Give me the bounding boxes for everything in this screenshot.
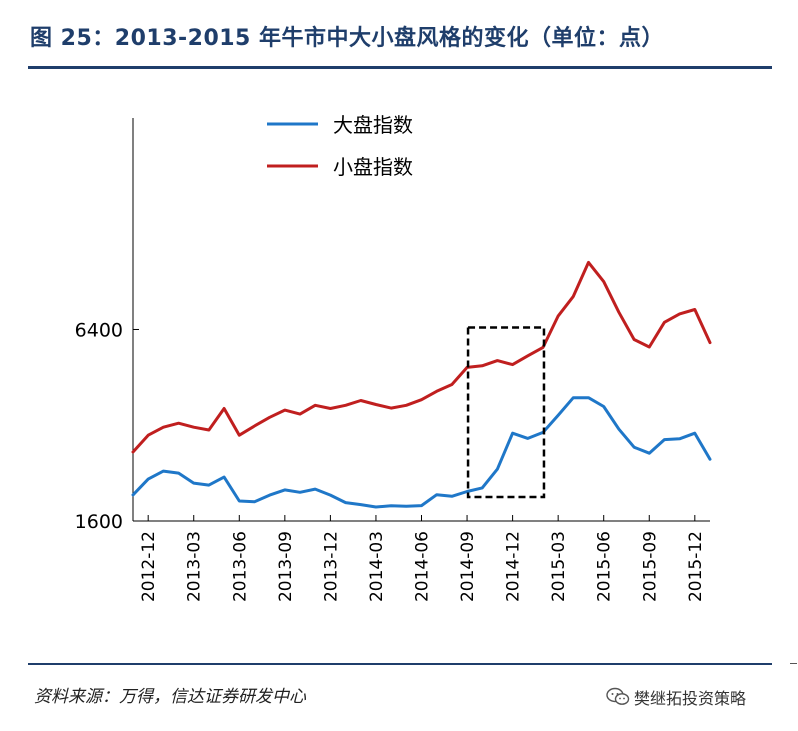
x-tick-label: 2015-06 [595, 531, 615, 602]
x-tick-label: 2013-09 [276, 531, 296, 602]
x-tick-label: 2013-12 [321, 531, 341, 602]
x-tick-label: 2014-06 [413, 531, 433, 602]
chart-series [131, 260, 712, 509]
legend-label: 大盘指数 [333, 113, 413, 137]
legend-label: 小盘指数 [333, 155, 413, 179]
highlight-box [466, 326, 546, 499]
source-divider [28, 663, 772, 665]
series-line-large-cap [131, 396, 712, 509]
x-tick-label: 2015-09 [640, 531, 660, 602]
title-divider [28, 66, 772, 69]
x-tick-label: 2014-03 [367, 531, 387, 602]
series-line-small-cap [131, 260, 712, 454]
watermark: 樊继拓投资策略 [606, 685, 746, 709]
chart-ticks: 1600 6400 2012-12 2013-03 2013-06 2013-09 2013… [75, 319, 706, 602]
x-tick-label: 2015-03 [549, 531, 569, 602]
line-chart: 1600 6400 2012-12 2013-03 2013-06 2013-09 2013… [75, 113, 712, 602]
divider-tick [790, 663, 797, 664]
x-tick-label: 2014-12 [504, 531, 524, 602]
chart-overlay [466, 326, 546, 499]
y-tick-label: 6400 [75, 319, 123, 341]
x-tick-label: 2014-09 [458, 531, 478, 602]
wechat-icon [606, 687, 630, 705]
x-tick-label: 2012-12 [139, 531, 159, 602]
watermark-text: 樊继拓投资策略 [634, 689, 747, 708]
y-tick-label: 1600 [75, 511, 123, 533]
figure-title: 图 25：2013-2015 年牛市中大小盘风格的变化（单位：点） [30, 26, 665, 51]
x-tick-label: 2013-06 [230, 531, 250, 602]
x-tick-label: 2015-12 [686, 531, 706, 602]
source-note: 资料来源：万得，信达证券研发中心 [34, 687, 306, 707]
x-tick-label: 2013-03 [185, 531, 205, 602]
